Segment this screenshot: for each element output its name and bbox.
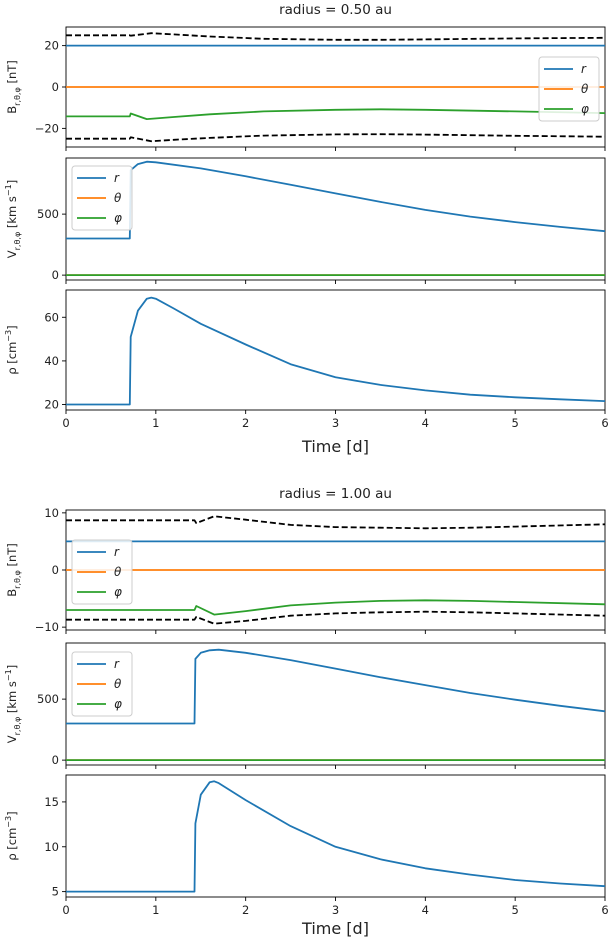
x-tick-label: 5: [512, 416, 519, 430]
x-tick-label: 2: [242, 903, 249, 917]
y-tick-label: 500: [37, 692, 59, 706]
series-r: [66, 648, 605, 725]
panel-5: 500 0 Vr,θ,φ [km s−1] rθφ: [4, 642, 606, 769]
x-tick-label: 2: [242, 416, 249, 430]
x-tick-label: 4: [422, 416, 429, 430]
series-group: [66, 780, 605, 893]
y-tick-label: 20: [44, 398, 59, 412]
figure-title: radius = 0.50 au: [279, 2, 392, 18]
x-tick-label: 4: [422, 903, 429, 917]
legend-label: θ: [581, 82, 589, 96]
series-group: [66, 515, 605, 625]
x-tick-label: 0: [62, 416, 69, 430]
series-group: [66, 648, 605, 761]
series-envelope: [66, 133, 605, 143]
y-tick-label: 10: [44, 506, 59, 520]
series-rho: [66, 296, 605, 406]
series-phi: [66, 108, 605, 120]
legend-label: r: [114, 545, 120, 559]
legend-label: φ: [114, 697, 122, 711]
series-phi: [66, 599, 605, 616]
legend-label: θ: [114, 191, 122, 205]
y-axis-label: ρ [cm−3]: [4, 811, 19, 860]
panel-2: 500 0 Vr,θ,φ [km s−1] rθφ: [4, 157, 606, 284]
series-rho: [66, 780, 605, 893]
y-tick-label: 5: [52, 885, 59, 899]
series-group: [66, 160, 605, 277]
x-tick-label: 1: [152, 416, 159, 430]
y-tick-label: 20: [44, 39, 59, 53]
y-tick-label: 15: [44, 795, 59, 809]
plot-frame: [65, 157, 606, 281]
legend-label: r: [114, 657, 120, 671]
series-group: [66, 296, 605, 406]
x-tick-label: 6: [601, 903, 608, 917]
legend-label: φ: [114, 211, 122, 225]
legend: rθφ: [71, 539, 133, 605]
y-tick-label: 60: [44, 310, 59, 324]
legend: rθφ: [538, 56, 600, 122]
legend-label: φ: [581, 102, 589, 116]
x-tick-label: 0: [62, 903, 69, 917]
x-axis-label: Time [d]: [301, 437, 369, 456]
y-axis-label: Vr,θ,φ [km s−1]: [4, 180, 22, 259]
x-tick-label: 6: [601, 416, 608, 430]
plot-frame: [65, 289, 606, 411]
x-tick-label: 3: [332, 903, 339, 917]
x-axis-label: Time [d]: [301, 919, 369, 938]
series-envelope: [66, 610, 605, 625]
y-axis-label: Br,θ,φ [nT]: [5, 60, 22, 114]
y-tick-label: 500: [37, 207, 59, 221]
panel-4: 10 0 −10 Br,θ,φ [nT] rθφ radius = 1.00 au: [5, 486, 606, 634]
plot-frame: [65, 642, 606, 766]
legend-label: θ: [114, 565, 122, 579]
panel-3: 60 40 200 1 2 3 4 5 6 ρ [cm−3] Time [d]: [4, 289, 609, 456]
y-axis-label: Br,θ,φ [nT]: [5, 543, 22, 597]
y-tick-label: 0: [52, 268, 59, 282]
legend-label: r: [581, 62, 587, 76]
y-tick-label: −20: [35, 121, 59, 135]
x-tick-label: 5: [512, 903, 519, 917]
series-r: [66, 160, 605, 240]
legend-label: φ: [114, 585, 122, 599]
legend: rθφ: [71, 165, 133, 231]
panel-1: 20 0 −20 Br,θ,φ [nT] rθφ radius = 0.50 au: [5, 2, 606, 151]
y-axis-label: Vr,θ,φ [km s−1]: [4, 665, 22, 744]
legend-label: r: [114, 171, 120, 185]
y-tick-label: 40: [44, 354, 59, 368]
y-tick-label: 0: [52, 753, 59, 767]
y-tick-label: 0: [52, 80, 59, 94]
x-tick-label: 3: [332, 416, 339, 430]
y-tick-label: 10: [44, 840, 59, 854]
legend-label: θ: [114, 677, 122, 691]
y-axis-label: ρ [cm−3]: [4, 325, 19, 374]
figure-title: radius = 1.00 au: [279, 486, 392, 502]
y-tick-label: −10: [35, 620, 59, 634]
plot-frame: [65, 774, 606, 898]
legend: rθφ: [71, 651, 133, 717]
x-tick-label: 1: [152, 903, 159, 917]
series-envelope: [66, 32, 605, 41]
series-envelope: [66, 515, 605, 530]
series-group: [66, 32, 605, 143]
y-tick-label: 0: [52, 563, 59, 577]
